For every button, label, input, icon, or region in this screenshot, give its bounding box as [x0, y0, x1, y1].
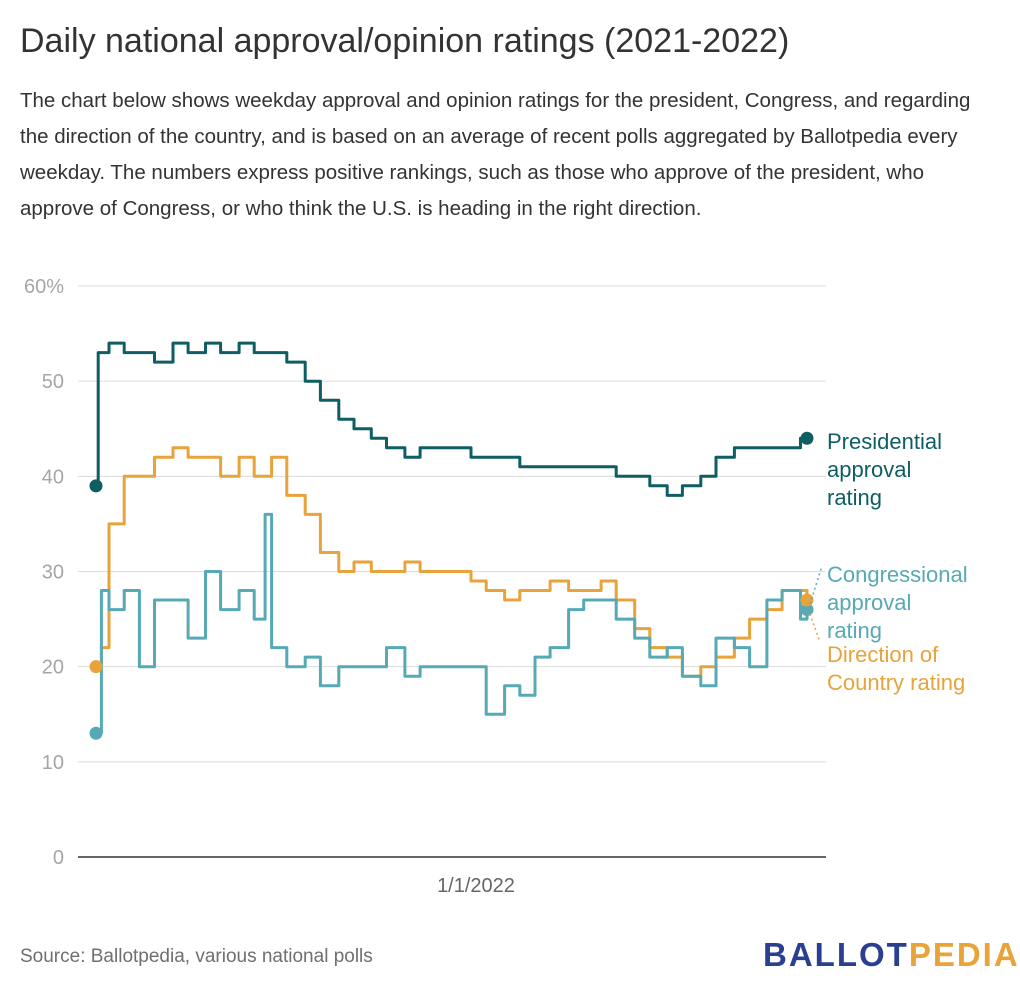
- logo-part-ballot: BALLOT: [763, 936, 909, 973]
- y-tick-label: 60%: [24, 276, 64, 298]
- series-start-marker: [89, 726, 103, 740]
- y-tick-label: 30: [42, 562, 64, 584]
- series-end-label: approval: [827, 457, 911, 482]
- series-end-label: rating: [827, 618, 882, 643]
- y-tick-label: 50: [42, 371, 64, 393]
- series-start-marker: [89, 479, 103, 493]
- series-end-label: Direction of: [827, 642, 939, 667]
- series-end-label: rating: [827, 485, 882, 510]
- logo-part-pedia: PEDIA: [908, 936, 1020, 973]
- ballotpedia-logo: BALLOTPEDIA: [763, 936, 1020, 974]
- leader-line: [809, 565, 823, 605]
- chart-title: Daily national approval/opinion ratings …: [20, 22, 790, 60]
- leader-line: [809, 613, 821, 643]
- series-end-marker: [800, 593, 814, 607]
- y-tick-label: 20: [42, 657, 64, 679]
- series-line: [96, 446, 809, 678]
- series-end-marker: [800, 603, 814, 617]
- chart-description: The chart below shows weekday approval a…: [20, 89, 971, 220]
- series-start-marker: [89, 660, 103, 674]
- series-end-label: Presidential: [827, 429, 942, 454]
- series-end-label: Congressional: [827, 562, 968, 587]
- source-note: Source: Ballotpedia, various national po…: [20, 946, 373, 967]
- x-tick-label: 1/1/2022: [437, 875, 515, 897]
- series-end-label: approval: [827, 590, 911, 615]
- series-line: [96, 341, 807, 497]
- y-tick-label: 0: [53, 847, 64, 869]
- y-tick-label: 10: [42, 752, 64, 774]
- series-end-marker: [800, 431, 814, 445]
- series-end-label: Country rating: [827, 670, 965, 695]
- series-line: [96, 512, 809, 735]
- y-tick-label: 40: [42, 466, 64, 488]
